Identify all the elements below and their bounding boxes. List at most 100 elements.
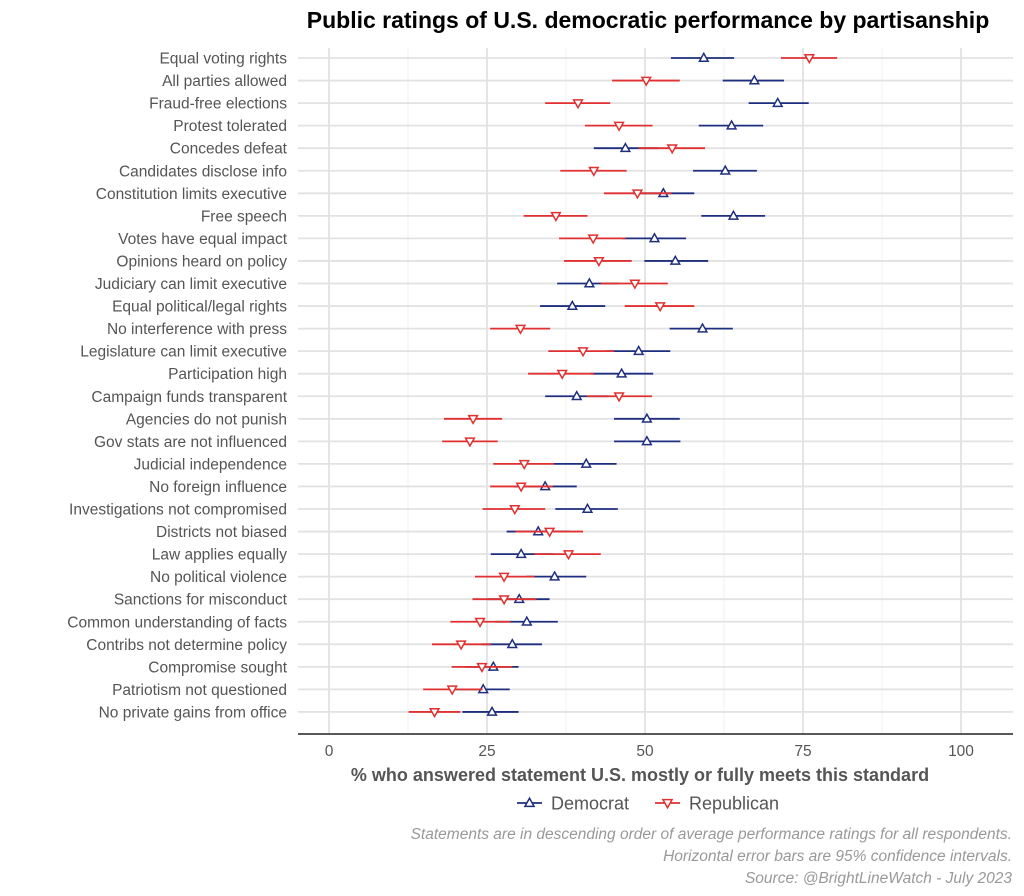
republican-point <box>562 550 575 561</box>
democrat-point <box>506 638 518 649</box>
republican-point <box>476 662 488 673</box>
republican-point <box>666 144 678 155</box>
series-republican <box>408 54 838 719</box>
legend-marker-republican <box>661 798 674 810</box>
republican-point <box>515 482 527 493</box>
democrat-point <box>641 412 653 423</box>
democrat-point <box>581 502 594 513</box>
republican-point <box>498 595 510 606</box>
republican-point <box>803 54 815 65</box>
series-marks <box>408 51 838 719</box>
series-democrat <box>454 51 809 716</box>
democrat-point <box>698 51 710 62</box>
democrat-point <box>772 96 784 108</box>
democrat-point <box>727 209 740 220</box>
category-label: No interference with press <box>107 321 287 338</box>
democrat-point <box>719 164 731 175</box>
republican-point <box>518 459 530 471</box>
republican-point <box>640 76 652 87</box>
category-labels: Equal voting rights All parties allowed Fr… <box>67 51 287 722</box>
x-tick-label: 100 <box>948 743 974 760</box>
legend-label-republican: Republican <box>689 794 779 814</box>
category-label: Legislature can limit executive <box>80 344 287 361</box>
category-label: Concedes defeat <box>170 141 288 158</box>
republican-point <box>467 414 479 425</box>
democrat-point <box>669 254 681 265</box>
category-label: Campaign funds transparent <box>91 389 287 406</box>
republican-point <box>498 572 510 583</box>
democrat-point <box>583 277 596 288</box>
x-tick-labels: 0 25 50 75 100 <box>325 743 975 760</box>
category-label: Judiciary can limit executive <box>95 276 287 293</box>
category-label: Contribs not determine policy <box>86 637 287 654</box>
democrat-point <box>548 570 561 581</box>
democrat-point <box>696 322 709 333</box>
legend-label-democrat: Democrat <box>551 794 629 814</box>
republican-point <box>588 166 600 177</box>
republican-point <box>474 617 486 628</box>
category-label: Judicial independence <box>134 456 287 473</box>
x-axis-label: % who answered statement U.S. mostly or … <box>351 765 929 785</box>
legend: Democrat Republican <box>517 794 779 814</box>
republican-point <box>464 437 476 448</box>
democrat-point <box>566 299 578 311</box>
republican-point <box>613 121 625 132</box>
category-label: Votes have equal impact <box>118 231 288 248</box>
democrat-point <box>486 705 498 716</box>
republican-point <box>428 707 441 719</box>
x-tick-label: 75 <box>794 743 811 760</box>
category-label: Opinions heard on policy <box>116 253 287 270</box>
republican-point <box>593 256 605 268</box>
republican-point <box>514 324 527 335</box>
republican-point <box>654 302 666 313</box>
category-label: Gov stats are not influenced <box>94 434 287 451</box>
category-label: Candidates disclose info <box>119 163 287 180</box>
republican-point <box>543 527 556 538</box>
category-label: All parties allowed <box>162 73 287 90</box>
caption-line: Statements are in descending order of av… <box>411 826 1012 843</box>
democrat-point <box>648 232 661 243</box>
republican-point <box>556 369 568 380</box>
category-label: Free speech <box>201 208 287 225</box>
republican-point <box>455 640 467 651</box>
category-label: Agencies do not punish <box>126 411 287 428</box>
democrat-point <box>571 390 583 401</box>
republican-point <box>613 392 625 403</box>
democrat-point <box>641 435 653 446</box>
republican-point <box>629 279 641 290</box>
category-label: Sanctions for misconduct <box>114 592 288 609</box>
category-label: No private gains from office <box>99 704 287 721</box>
category-label: Protest tolerated <box>173 118 287 135</box>
democrat-point <box>521 615 533 626</box>
category-label: Fraud-free elections <box>149 96 287 113</box>
republican-point <box>509 505 521 516</box>
democrat-point <box>633 345 645 356</box>
caption-line: Horizontal error bars are 95% confidence… <box>663 848 1012 865</box>
republican-point <box>446 685 458 696</box>
republican-point <box>577 347 589 358</box>
republican-point <box>550 211 562 222</box>
democrat-point <box>748 74 760 85</box>
caption: Statements are in descending order of av… <box>411 826 1013 887</box>
republican-point <box>587 234 599 245</box>
category-label: Patriotism not questioned <box>112 682 287 699</box>
republican-point <box>631 189 644 200</box>
category-label: Compromise sought <box>148 659 287 676</box>
category-label: Constitution limits executive <box>96 186 287 203</box>
category-label: Investigations not compromised <box>69 502 287 519</box>
category-label: Districts not biased <box>156 524 287 541</box>
category-label: No political violence <box>150 569 287 586</box>
democrat-point <box>619 142 632 153</box>
category-label: Common understanding of facts <box>67 614 287 631</box>
legend-marker-democrat <box>523 796 536 808</box>
grid <box>298 48 1013 733</box>
category-label: Equal voting rights <box>159 51 287 68</box>
caption-line: Source: @BrightLineWatch - July 2023 <box>745 870 1012 887</box>
category-label: Participation high <box>168 366 287 383</box>
democrat-point <box>725 119 738 130</box>
category-label: No foreign influence <box>149 479 287 496</box>
democrat-point <box>515 547 527 559</box>
republican-point <box>572 99 584 110</box>
x-tick-label: 25 <box>478 743 495 760</box>
